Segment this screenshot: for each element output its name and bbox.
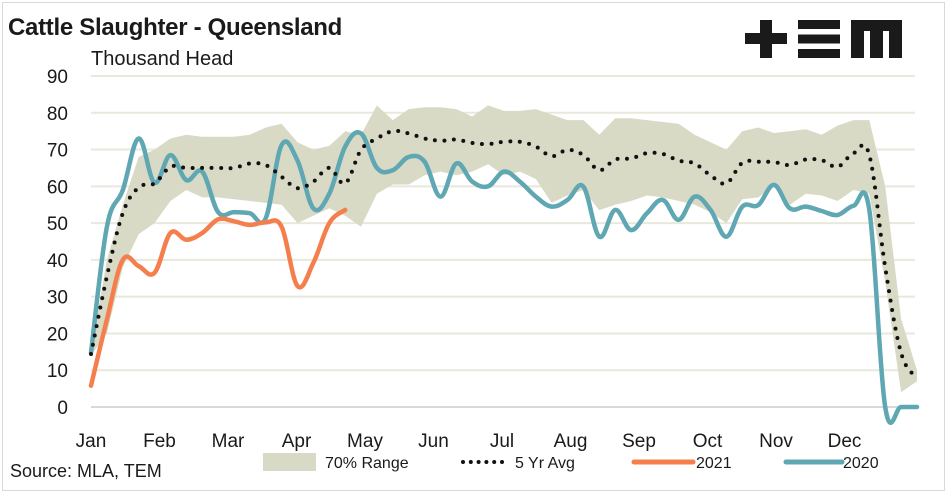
x-tick-label: Oct [693,431,723,452]
x-tick-label: Nov [759,431,793,452]
source-note: Source: MLA, TEM [10,461,162,481]
x-tick-label: Aug [554,431,588,452]
tem-logo-icon [745,20,902,58]
x-tick-label: Dec [828,431,862,452]
legend-avg-dot [500,460,504,464]
legend: 70% Range 5 Yr Avg 2021 2020 [263,453,879,472]
legend-avg-dot [468,460,473,464]
y-tick-label: 30 [47,288,68,309]
legend-avg-dot [461,460,465,464]
x-tick-label: Sep [622,431,656,452]
x-tick-label: May [347,431,383,452]
y-tick-label: 10 [47,361,68,382]
chart-title: Cattle Slaughter - Queensland [8,14,343,41]
y-axis-ticks: 0 10 20 30 40 50 60 70 80 90 [47,67,68,419]
x-tick-label: Jan [76,431,107,452]
legend-avg-dot [484,460,489,464]
x-tick-label: Mar [212,431,245,452]
series-5yr-avg-line [89,128,919,380]
legend-label-range: 70% Range [325,455,409,472]
y-tick-label: 50 [47,214,68,235]
x-tick-label: Jun [418,431,449,452]
x-tick-label: Feb [143,431,176,452]
y-tick-label: 70 [47,141,68,162]
legend-label-2020: 2020 [843,455,879,472]
series-2021-line [88,207,348,388]
y-tick-label: 40 [47,251,68,272]
range-70-band [91,105,917,393]
x-tick-label: Apr [282,431,312,452]
series-2020-line [88,130,920,426]
legend-avg-dot [476,460,481,464]
chart-subtitle: Thousand Head [91,48,234,70]
chart-marks [88,105,920,426]
x-axis-ticks: Jan Feb Mar Apr May Jun Jul Aug Sep Oct Nov Dec [76,431,862,452]
legend-label-avg: 5 Yr Avg [515,455,575,472]
legend-swatch-avg [461,460,504,464]
legend-label-2021: 2021 [696,455,732,472]
y-tick-label: 60 [47,177,68,198]
y-tick-label: 20 [47,324,68,345]
y-tick-label: 90 [47,67,68,88]
legend-avg-dot [492,460,497,464]
x-tick-label: Jul [490,431,514,452]
legend-swatch-range [263,453,316,471]
y-tick-label: 0 [57,398,68,419]
y-tick-label: 80 [47,104,68,125]
